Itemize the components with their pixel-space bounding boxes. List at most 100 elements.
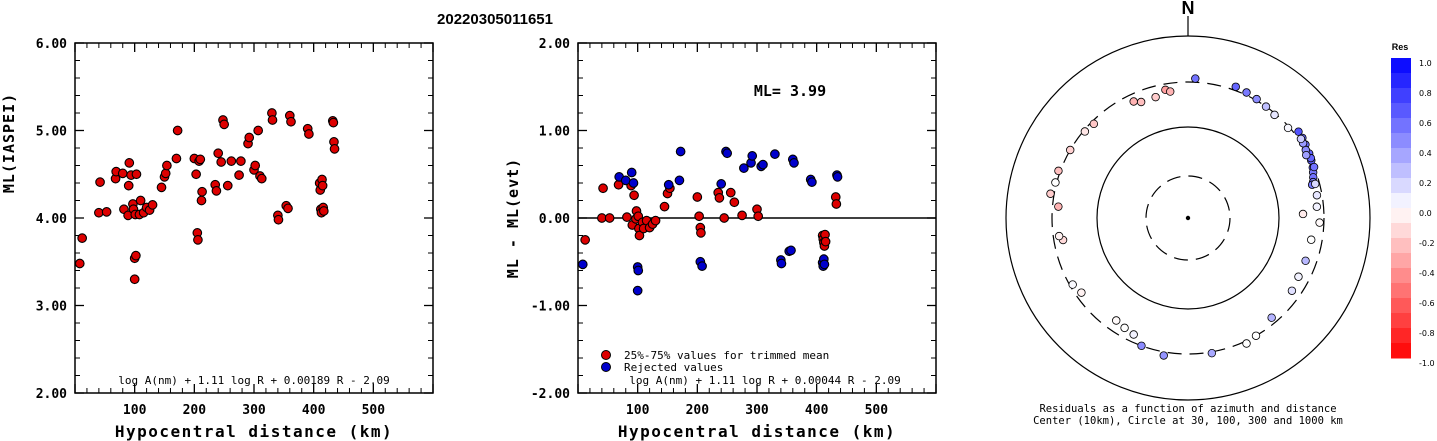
left-data-point xyxy=(191,169,201,180)
colorbar-tick-label: -0.2 xyxy=(1419,239,1435,248)
station-residual-point xyxy=(1207,348,1217,358)
rejected-data-point xyxy=(722,148,733,159)
colorbar-segment xyxy=(1391,253,1411,269)
colorbar-segment xyxy=(1391,163,1411,179)
station-residual-point xyxy=(1315,218,1324,227)
trimmed-data-point xyxy=(604,213,615,223)
left-data-point xyxy=(222,180,233,191)
left-xtick-label: 100 xyxy=(123,403,147,418)
ring-1000km xyxy=(1005,35,1371,401)
colorbar-title: Res xyxy=(1392,42,1409,52)
left-data-point xyxy=(172,125,183,136)
middle-xtick-label: 200 xyxy=(686,403,710,418)
right-panel: N Residuals as a function of azimuth and… xyxy=(1005,0,1435,427)
legend-marker-rejected xyxy=(601,362,611,372)
colorbar-segment xyxy=(1391,238,1411,254)
legend-label-rejected: Rejected values xyxy=(624,361,723,374)
rejected-data-point xyxy=(628,178,639,188)
trimmed-data-point xyxy=(659,201,670,212)
left-data-point xyxy=(193,235,203,245)
station-residual-point xyxy=(1287,286,1297,295)
station-residual-point xyxy=(1283,123,1293,133)
rejected-data-point xyxy=(786,245,796,256)
colorbar-tick-label: 1.0 xyxy=(1419,59,1432,68)
station-residual-point xyxy=(1312,191,1322,200)
rejected-data-point xyxy=(789,158,799,168)
colorbar-segment xyxy=(1391,118,1411,134)
station-residual-point xyxy=(1112,316,1121,325)
colorbar-tick-label: -0.8 xyxy=(1419,329,1435,338)
left-data-point xyxy=(256,173,267,184)
rejected-data-point xyxy=(807,177,817,187)
legend-marker-trimmed xyxy=(601,350,611,360)
colorbar-tick-label: 0.6 xyxy=(1419,119,1432,128)
left-data-point xyxy=(197,186,207,197)
event-title: 20220305011651 xyxy=(437,11,553,28)
left-data-point xyxy=(147,200,158,210)
rejected-data-point xyxy=(697,261,707,271)
trimmed-data-point xyxy=(737,210,747,221)
colorbar-segment xyxy=(1391,178,1411,194)
left-ylabel: ML(IASPEI) xyxy=(0,93,18,193)
station-residual-point xyxy=(1312,202,1322,211)
trimmed-data-point xyxy=(729,197,740,208)
left-ytick-label: 2.00 xyxy=(36,387,67,402)
ml-value: ML= 3.99 xyxy=(754,82,826,100)
left-xtick-label: 200 xyxy=(183,403,207,418)
trimmed-data-point xyxy=(650,215,661,226)
rejected-data-point xyxy=(819,259,830,270)
station-residual-point xyxy=(1267,313,1276,322)
rejected-data-point xyxy=(674,175,685,186)
polar-caption-line1: Residuals as a function of azimuth and d… xyxy=(1039,403,1336,415)
colorbar-segment xyxy=(1391,148,1411,164)
left-data-point xyxy=(195,154,206,165)
trimmed-data-point xyxy=(820,236,831,247)
rejected-data-point xyxy=(770,149,780,159)
colorbar-segment xyxy=(1391,103,1411,119)
rejected-data-point xyxy=(716,179,727,189)
colorbar-segment xyxy=(1391,133,1411,149)
station-residual-point xyxy=(1261,102,1271,111)
middle-xlabel: Hypocentral distance (km) xyxy=(618,422,896,441)
rejected-data-point xyxy=(577,259,588,270)
rejected-data-point xyxy=(832,172,843,182)
middle-data-points xyxy=(577,146,843,296)
station-residual-point xyxy=(1309,162,1319,172)
station-residual-point xyxy=(1242,88,1251,97)
epicenter-dot xyxy=(1185,215,1191,221)
colorbar-tick-label: 0.4 xyxy=(1419,149,1432,158)
left-panel: 2.00 3.00 4.00 5.00 6.00 100 200 300 400 500 ML(I… xyxy=(0,37,434,441)
left-data-point xyxy=(129,274,140,285)
left-data-point xyxy=(124,158,135,168)
left-data-point xyxy=(328,117,339,128)
left-data-point xyxy=(267,115,278,125)
left-data-point xyxy=(244,132,255,143)
station-residual-point xyxy=(1137,341,1146,350)
station-residual-point xyxy=(1310,179,1320,189)
station-residual-point xyxy=(1054,202,1063,211)
colorbar-tick-label: 0.8 xyxy=(1419,89,1432,98)
station-residual-point xyxy=(1242,339,1251,348)
left-data-point xyxy=(286,116,296,127)
station-residual-point xyxy=(1251,331,1261,340)
colorbar-segment xyxy=(1391,343,1411,359)
colorbar-ticks: 1.0 0.8 0.6 0.4 0.2 0.0 -0.2 -0.4 -0.6 -0.8 -1.0 xyxy=(1419,59,1435,368)
trimmed-data-point xyxy=(622,212,632,222)
left-data-point xyxy=(226,156,237,166)
station-residual-point xyxy=(1231,82,1240,91)
middle-xtick-label: 100 xyxy=(626,403,650,418)
station-residual-point xyxy=(1298,209,1308,219)
trimmed-data-point xyxy=(753,211,764,222)
left-data-point xyxy=(123,180,134,191)
left-data-point xyxy=(219,119,230,130)
colorbar-segment xyxy=(1391,193,1411,209)
left-data-point xyxy=(283,203,293,214)
left-data-point xyxy=(329,144,340,154)
left-data-point xyxy=(196,195,207,206)
left-xtick-label: 400 xyxy=(302,403,326,418)
middle-ytick-label: 0.00 xyxy=(539,212,570,227)
left-data-point xyxy=(216,157,227,167)
left-ytick-label: 4.00 xyxy=(36,212,67,227)
left-ytick-label: 3.00 xyxy=(36,300,67,315)
legend-label-trimmed: 25%-75% values for trimmed mean xyxy=(624,349,829,362)
